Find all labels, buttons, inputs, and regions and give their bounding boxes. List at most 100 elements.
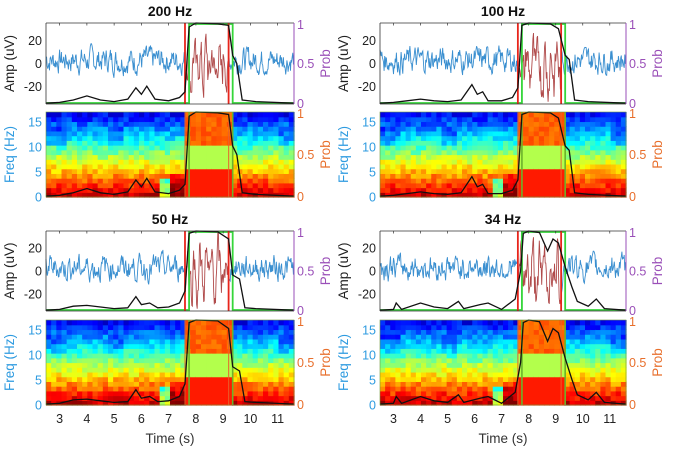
- spectrogram-cell: [569, 187, 576, 193]
- spectrogram-cell: [273, 338, 280, 345]
- spectrogram-cell: [508, 135, 514, 141]
- spectrogram-cell: [569, 334, 576, 340]
- spectrogram-cell: [123, 168, 130, 174]
- spectrogram-cell: [569, 395, 576, 401]
- spectrogram-cell: [513, 145, 519, 151]
- spectrogram-cell: [118, 324, 125, 331]
- spectrogram-cell: [164, 353, 171, 359]
- spectrogram-cell: [206, 159, 212, 165]
- spectrogram-cell: [190, 324, 197, 331]
- spectrogram-cell: [436, 329, 443, 335]
- spectrogram-cell: [190, 173, 197, 179]
- spectrogram-cell: [247, 381, 254, 387]
- spectrogram-cell: [164, 324, 171, 331]
- spectrogram-cell: [487, 112, 494, 118]
- spectrogram-cell: [564, 343, 571, 349]
- spectrogram-cell: [92, 371, 99, 378]
- spectrogram-cell: [154, 149, 161, 156]
- spectrogram-cell: [273, 343, 280, 349]
- spectrogram-cell: [273, 334, 280, 340]
- spectrogram-cell: [170, 390, 176, 397]
- spectrogram-cell: [610, 178, 617, 184]
- spectrogram-cell: [549, 343, 555, 349]
- spectrogram-cell: [564, 367, 571, 373]
- spectrogram-cell: [400, 348, 407, 354]
- spectrogram-cell: [482, 348, 489, 354]
- spectrogram-cell: [144, 353, 150, 359]
- spectrogram-cell: [108, 163, 114, 170]
- spectrogram-cell: [190, 320, 197, 326]
- spectrogram-cell: [554, 149, 560, 156]
- spectrogram-cell: [283, 154, 290, 160]
- spectrogram-cell: [201, 112, 207, 118]
- spectrogram-cell: [242, 140, 249, 146]
- spectrogram-cell: [523, 112, 530, 118]
- spectrogram-cell: [600, 343, 607, 349]
- spectrogram-cell: [252, 348, 259, 354]
- spectrogram-cell: [549, 376, 555, 382]
- spectrogram-cell: [431, 338, 437, 345]
- spectrogram-cell: [46, 343, 52, 349]
- spectrogram-cell: [590, 168, 596, 174]
- spectrogram-cell: [492, 112, 499, 118]
- spectrogram-cell: [538, 334, 545, 340]
- spectrogram-cell: [497, 357, 504, 364]
- eeg-trace: [45, 249, 186, 285]
- spectrogram-cell: [66, 121, 73, 127]
- spectrogram-cell: [92, 348, 99, 354]
- spectrogram-cell: [211, 149, 218, 156]
- spectrogram-cell: [102, 173, 109, 179]
- spectrogram-cell: [283, 121, 290, 127]
- spectrogram-cell: [190, 357, 197, 364]
- spectrogram-cell: [82, 112, 88, 118]
- spectrogram-cell: [615, 371, 622, 378]
- spectrogram-cell: [462, 149, 468, 156]
- spectrogram-cell: [164, 145, 171, 151]
- spectrogram-cell: [421, 371, 427, 378]
- spectrogram-cell: [206, 343, 212, 349]
- spectrogram-cell: [395, 400, 402, 406]
- spectrogram-cell: [390, 353, 396, 359]
- spectrogram-cell: [237, 386, 243, 392]
- spectrogram-cell: [410, 343, 417, 349]
- spectrogram-cell: [273, 116, 280, 123]
- spectrogram-cell: [497, 154, 504, 160]
- spectrogram-cell: [544, 390, 550, 397]
- spectrogram-cell: [487, 121, 494, 127]
- spectrogram-cell: [252, 357, 259, 364]
- spectrogram-cell: [46, 154, 52, 160]
- spectrogram-cell: [221, 381, 228, 387]
- spectrogram-cell: [559, 371, 566, 378]
- spectrogram-cell: [605, 386, 612, 392]
- spectrogram-cell: [441, 334, 448, 340]
- spectrogram-cell: [492, 334, 499, 340]
- spectrogram-cell: [585, 112, 591, 118]
- spectrogram-cell: [472, 140, 478, 146]
- spectrogram-cell: [56, 338, 63, 345]
- spectrogram-cell: [538, 367, 545, 373]
- spectrogram-cell: [462, 140, 468, 146]
- spectrogram-cell: [221, 334, 228, 340]
- spectrogram-cell: [395, 390, 402, 397]
- spectrogram-cell: [395, 116, 402, 123]
- spectrogram-cell: [441, 126, 448, 132]
- spectrogram-cell: [441, 320, 448, 326]
- spectrogram-cell: [87, 149, 94, 156]
- spectrogram-cell: [247, 145, 254, 151]
- spectrogram-cell: [108, 362, 114, 368]
- spectrogram-cell: [283, 187, 290, 193]
- spectrogram-cell: [46, 168, 52, 174]
- spectrogram-cell: [66, 140, 73, 146]
- spectrogram-cell: [61, 112, 68, 118]
- spectrogram-cell: [252, 376, 259, 382]
- spectrogram-cell: [175, 130, 181, 137]
- spectrogram-cell: [211, 130, 218, 137]
- spectrogram-cell: [257, 130, 264, 137]
- spectrogram-cell: [451, 159, 458, 165]
- spectrogram-cell: [201, 381, 207, 387]
- spectrogram-cell: [226, 182, 233, 189]
- spectrogram-cell: [56, 357, 63, 364]
- spectrogram-cell: [477, 376, 484, 382]
- spectrogram-cell: [211, 334, 218, 340]
- spectrogram-cell: [159, 140, 166, 146]
